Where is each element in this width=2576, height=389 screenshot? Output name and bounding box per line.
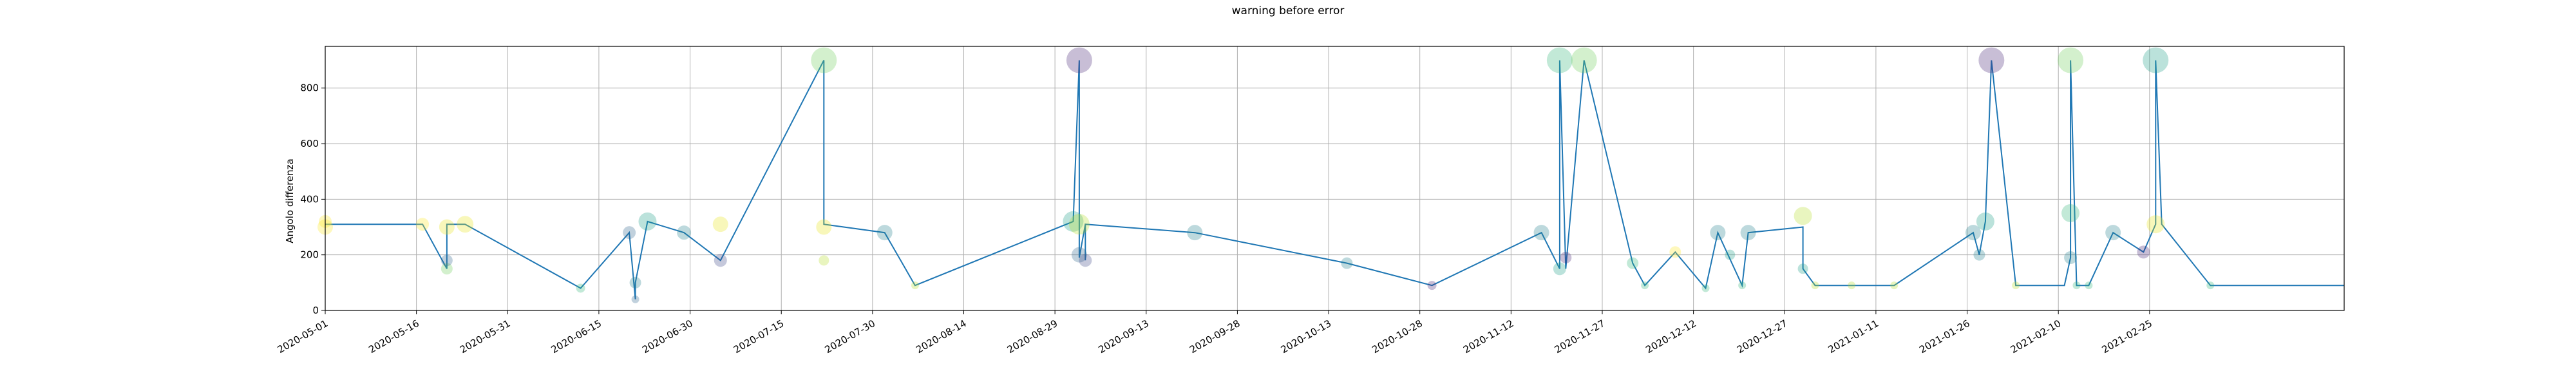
data-point — [440, 254, 453, 267]
data-point — [576, 283, 585, 293]
data-point — [911, 281, 919, 290]
data-point — [629, 276, 641, 289]
data-point — [457, 216, 474, 233]
plot-area-frame — [325, 46, 2345, 311]
data-point — [1811, 281, 1819, 290]
x-tick-label: 2020-05-01 — [276, 318, 330, 356]
data-point — [2058, 47, 2084, 73]
data-point — [876, 225, 893, 241]
data-point — [631, 295, 639, 303]
y-tick-label: 800 — [300, 82, 319, 94]
grid-lines — [325, 46, 2344, 311]
x-tick-label: 2020-11-27 — [1553, 318, 1607, 356]
x-tick-label: 2020-08-14 — [914, 318, 969, 356]
x-tick-label: 2020-07-30 — [823, 318, 878, 356]
data-point — [2143, 47, 2169, 73]
data-point — [1797, 263, 1808, 274]
data-point — [1341, 257, 1353, 269]
data-point — [819, 255, 829, 266]
data-point — [1546, 47, 1573, 73]
data-point — [2012, 281, 2020, 290]
data-point — [416, 218, 430, 231]
data-point — [1427, 281, 1437, 290]
data-point — [1973, 249, 1985, 261]
data-point — [1560, 252, 1572, 263]
data-point — [2061, 204, 2080, 222]
data-point — [1187, 225, 1203, 241]
data-points-layer — [317, 47, 2215, 303]
data-point — [1976, 212, 1994, 231]
x-tick-label: 2020-05-31 — [458, 318, 513, 356]
data-point — [714, 254, 727, 267]
data-point — [1978, 47, 2005, 73]
x-tick-label: 2020-09-28 — [1188, 318, 1242, 356]
data-point — [623, 226, 636, 240]
series-line — [325, 60, 2344, 299]
data-point — [1890, 281, 1899, 290]
x-tick-label: 2020-10-28 — [1370, 318, 1425, 356]
x-tick-label: 2020-10-13 — [1279, 318, 1334, 356]
series-line-layer — [325, 60, 2344, 299]
data-point — [1738, 281, 1747, 290]
x-tick-label: 2020-06-30 — [640, 318, 695, 356]
x-tick-label: 2020-08-29 — [1005, 318, 1060, 356]
x-tick-label: 2020-12-12 — [1643, 318, 1698, 356]
data-point — [1068, 214, 1090, 235]
x-tick-label: 2020-12-27 — [1735, 318, 1790, 356]
data-point — [1701, 284, 1710, 292]
data-point — [2105, 225, 2121, 241]
x-tick-label: 2020-06-15 — [549, 318, 604, 356]
data-point — [440, 263, 453, 275]
x-tick-label: 2020-05-16 — [366, 318, 421, 356]
data-point — [2085, 281, 2093, 290]
data-point — [638, 212, 657, 231]
x-tick-label: 2021-02-25 — [2100, 318, 2155, 356]
x-tick-label: 2020-11-12 — [1461, 318, 1516, 356]
data-point — [1725, 249, 1736, 260]
x-tick-label: 2021-01-26 — [1917, 318, 1972, 356]
data-point — [712, 216, 728, 232]
data-point — [1627, 257, 1639, 269]
data-point — [2064, 251, 2078, 264]
data-point — [1848, 281, 1856, 290]
data-point — [1533, 225, 1549, 241]
data-point — [1965, 225, 1981, 241]
data-point — [2072, 281, 2081, 290]
data-point — [677, 225, 692, 240]
data-point — [1794, 207, 1812, 225]
data-point — [1071, 247, 1087, 263]
x-tick-label: 2021-02-10 — [2009, 318, 2063, 356]
data-point — [811, 47, 837, 73]
y-tick-label: 400 — [300, 193, 319, 205]
data-point — [816, 219, 832, 235]
data-point — [1079, 254, 1092, 267]
data-point — [1553, 262, 1566, 276]
y-tick-label: 200 — [300, 249, 319, 261]
data-point — [2206, 281, 2215, 290]
y-tick-label: 600 — [300, 138, 319, 149]
data-point — [2146, 215, 2165, 234]
x-tick-label: 2020-07-15 — [732, 318, 786, 356]
x-tick-label: 2021-01-11 — [1826, 318, 1881, 356]
data-point — [1063, 211, 1084, 232]
data-point — [439, 219, 455, 235]
data-point — [1740, 225, 1756, 241]
y-axis-ticks: 0 200 400 600 800 — [300, 82, 325, 316]
data-point — [1710, 225, 1726, 241]
data-point — [2137, 245, 2150, 259]
x-tick-label: 2020-09-13 — [1097, 318, 1151, 356]
data-point — [1641, 281, 1649, 290]
data-point — [1669, 246, 1681, 258]
y-tick-label: 0 — [312, 305, 319, 316]
y-axis-label: Angolo differenza — [284, 158, 296, 243]
data-point — [1066, 47, 1092, 73]
chart-title: warning before error — [1232, 5, 1345, 17]
data-point — [1571, 47, 1597, 73]
x-axis-ticks: 2020-05-01 2020-05-16 2020-05-31 2020-06-15… — [276, 310, 2154, 356]
